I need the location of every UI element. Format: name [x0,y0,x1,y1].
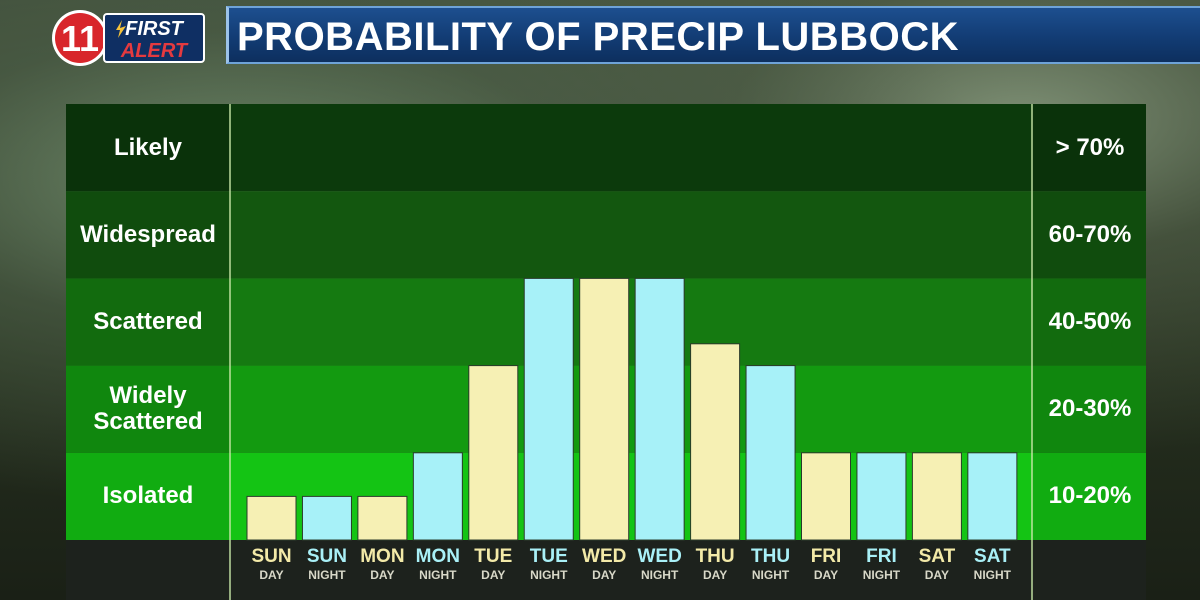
logo-number: 11 [61,18,99,59]
tick-period: NIGHT [973,568,1012,582]
tick-day: THU [695,546,735,567]
band-1 [66,191,1146,279]
tick-period: NIGHT [419,568,457,582]
bar-sun-night [301,495,352,541]
right-column-shade [1032,104,1146,540]
tick-day: SUN [251,546,292,567]
tick-day: MON [360,546,405,567]
tick-day: MON [415,546,460,567]
band-0 [66,104,1146,192]
x-tick-label: TUE NIGHT [519,546,579,582]
x-tick-label: SAT DAY [907,546,967,582]
tick-period: DAY [813,568,839,582]
tick-day: SAT [918,546,956,567]
tick-period: DAY [702,568,728,582]
bar-thu-night [745,365,796,541]
x-tick-label: MON DAY [352,546,412,582]
column-dividers [229,104,1033,600]
bar-tue-day [468,365,519,541]
band-range-label: > 70% [1055,133,1125,161]
tick-period: DAY [924,568,949,582]
page-title: PROBABILITY OF PRECIP LUBBOCK [237,15,959,59]
tick-day: TUE [474,546,513,567]
bar-wed-day [579,277,630,541]
axis-strip [66,540,1146,600]
x-tick-label: FRI NIGHT [851,546,911,582]
bar-sun-day [246,495,297,541]
tick-period: NIGHT [530,568,568,582]
tick-period: NIGHT [640,568,679,582]
bar-mon-day [357,495,408,541]
band-label: Likely [113,133,183,161]
tick-day: FRI [810,546,842,567]
logo-word-first: FIRST [125,18,185,40]
x-tick-label: WED NIGHT [630,546,690,582]
title-bar: PROBABILITY OF PRECIP LUBBOCK [226,6,1200,64]
x-tick-label: FRI DAY [796,546,856,582]
bar-fri-night [856,452,907,541]
band-range-label: 10-20% [1048,482,1132,510]
logo-word-alert: ALERT [120,40,189,62]
tick-day: FRI [866,546,897,567]
band-range-label: 40-50% [1048,307,1132,335]
tick-period: DAY [481,568,506,582]
band-range-label: 60-70% [1048,220,1132,248]
bar-thu-day [690,343,741,541]
x-tick-label: THU DAY [685,546,745,582]
bar-wed-night [634,277,685,541]
tick-period: NIGHT [862,568,901,582]
left-column-shade [66,104,230,540]
x-tick-label: SAT NIGHT [962,546,1022,582]
bars [246,277,1018,541]
band-label: Scattered [93,307,203,335]
bar-tue-night [523,277,574,541]
bar-sat-night [967,452,1018,541]
station-logo: 11 FIRST ALERT [50,8,208,68]
tick-period: DAY [592,568,617,582]
bar-sat-day [911,452,962,541]
tick-period: DAY [370,568,395,582]
x-tick-label: WED DAY [574,546,634,582]
tick-period: DAY [259,568,284,582]
x-tick-label: THU NIGHT [741,546,801,582]
lightning-icon [116,20,126,38]
x-tick-label: SUN DAY [242,546,302,582]
bar-mon-night [412,452,463,541]
x-tick-label: SUN NIGHT [297,546,357,582]
tick-day: WED [582,546,627,567]
tick-period: NIGHT [751,568,790,582]
tick-day: WED [637,546,682,567]
tick-day: THU [751,546,791,567]
band-range-label: 20-30% [1048,395,1132,423]
tick-period: NIGHT [308,568,346,582]
tick-day: SUN [306,546,347,567]
band-label: Isolated [102,482,194,510]
x-tick-label: TUE DAY [463,546,523,582]
x-tick-label: MON NIGHT [408,546,468,582]
tick-day: SAT [974,546,1011,567]
band-label: Widespread [80,220,216,248]
first-alert-logo: 11 FIRST ALERT [52,10,205,66]
bar-fri-day [801,452,851,541]
band-label: Widely Scattered [93,382,203,436]
tick-day: TUE [529,546,568,567]
